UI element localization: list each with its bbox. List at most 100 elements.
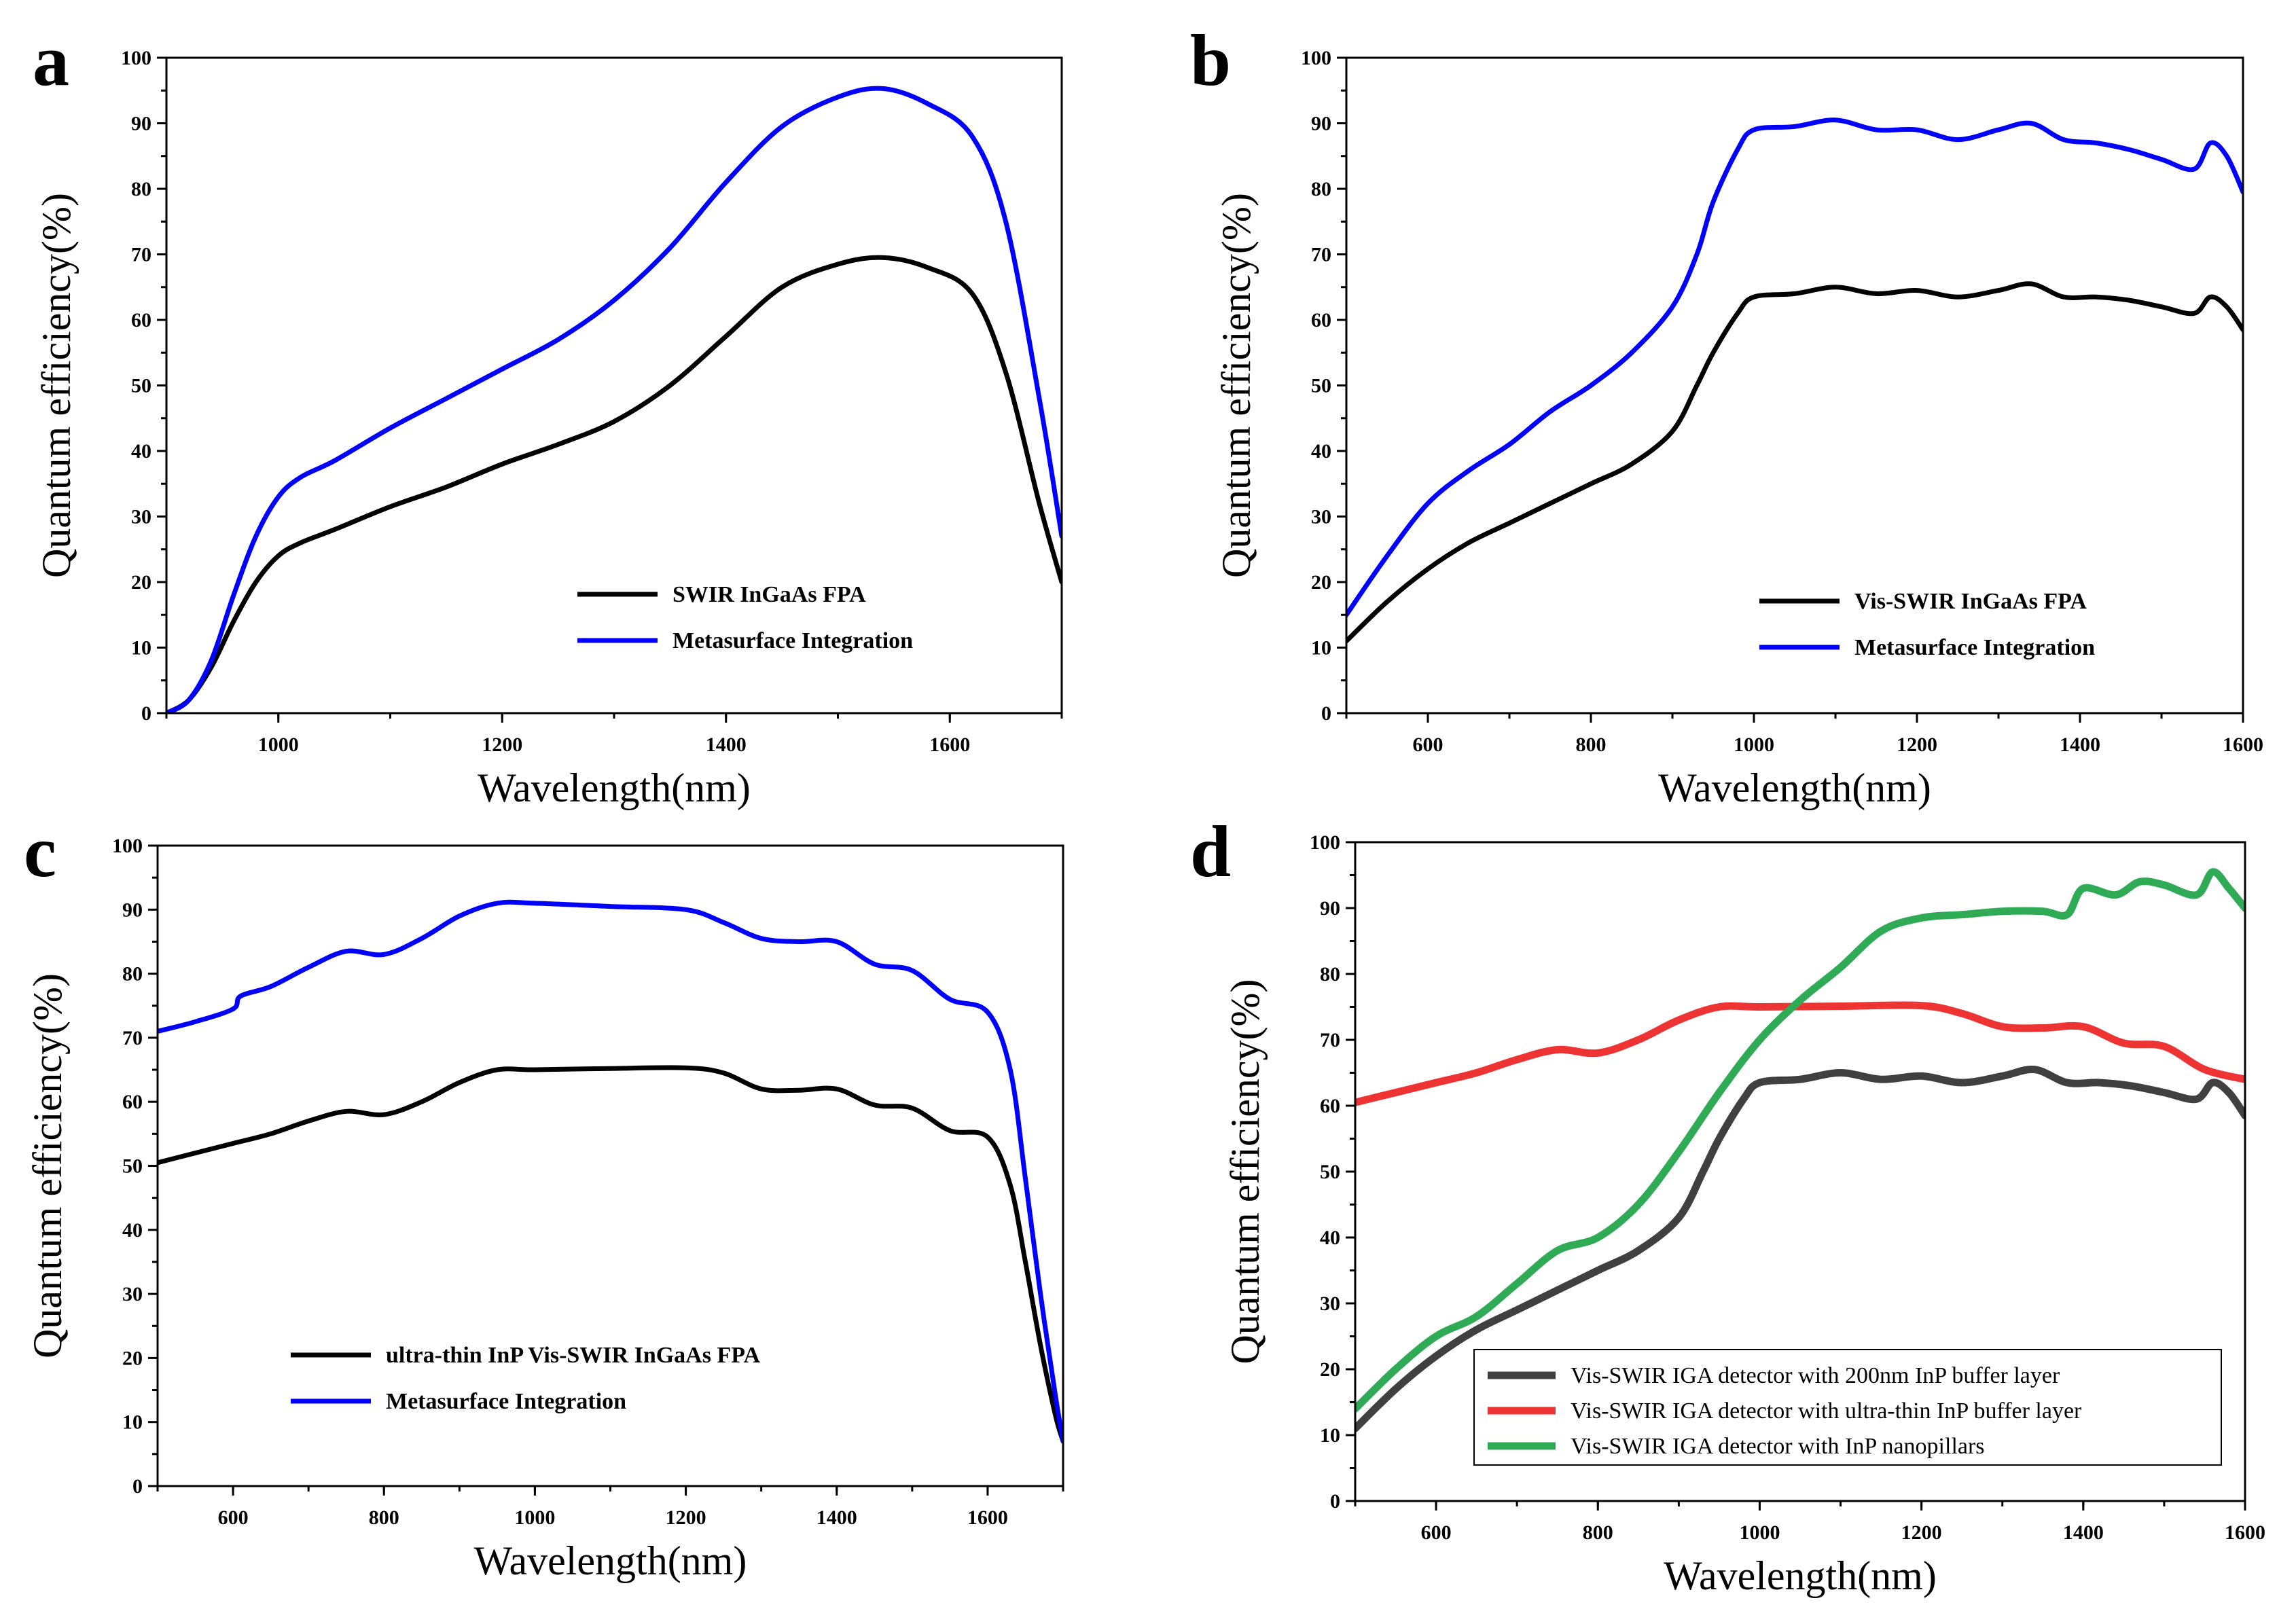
legend: SWIR InGaAs FPA Metasurface Integration [577, 582, 913, 653]
panel-letter: a [33, 20, 69, 101]
y-tick-label: 90 [131, 113, 151, 135]
legend-label: Vis-SWIR IGA detector with 200nm InP buf… [1571, 1363, 2060, 1388]
legend-box [1473, 1349, 2222, 1466]
series-line-2 [1346, 117, 2243, 617]
x-tick-label: 1600 [2225, 1521, 2265, 1544]
y-tick-label: 100 [121, 47, 151, 69]
y-tick-label: 40 [1311, 440, 1331, 463]
y-tick-label: 90 [122, 899, 143, 921]
series-line-1 [166, 255, 1062, 713]
y-tick-label: 70 [1320, 1029, 1340, 1051]
legend: Vis-SWIR InGaAs FPA Metasurface Integrati… [1759, 589, 2095, 660]
y-tick-label: 20 [131, 571, 151, 594]
y-tick-label: 30 [1320, 1292, 1340, 1315]
x-tick-label: 1200 [666, 1506, 706, 1529]
y-tick-label: 60 [122, 1091, 143, 1113]
y-tick-label: 10 [122, 1411, 143, 1434]
y-tick-label: 60 [1320, 1095, 1340, 1117]
y-tick-label: 10 [131, 637, 151, 659]
y-tick-label: 100 [112, 835, 143, 857]
y-tick-label: 70 [122, 1027, 143, 1049]
series-group [1355, 868, 2245, 1432]
legend: ultra-thin InP Vis-SWIR InGaAs FPA Metasu… [291, 1343, 760, 1414]
series-group [166, 86, 1062, 713]
x-axis-title: Wavelength(nm) [1658, 765, 1931, 810]
x-tick-label: 800 [1576, 734, 1607, 756]
y-tick-label: 50 [1320, 1161, 1340, 1183]
legend-label: ultra-thin InP Vis-SWIR InGaAs FPA [386, 1343, 760, 1368]
y-tick-label: 40 [122, 1219, 143, 1242]
x-tick-label: 1200 [482, 734, 522, 756]
y-tick-label: 0 [141, 702, 151, 725]
legend: Vis-SWIR IGA detector with 200nm InP buf… [1473, 1349, 2222, 1466]
panel-letter: c [24, 812, 56, 892]
y-tick-label: 80 [122, 963, 143, 986]
x-axis-title: Wavelength(nm) [1664, 1553, 1937, 1598]
y-tick-label: 20 [1320, 1358, 1340, 1381]
y-tick-label: 90 [1320, 897, 1340, 920]
x-tick-label: 1200 [1897, 734, 1937, 756]
y-tick-label: 40 [1320, 1227, 1340, 1249]
y-tick-label: 80 [1320, 963, 1340, 986]
x-tick-label: 600 [218, 1506, 249, 1529]
y-tick-label: 40 [131, 440, 151, 463]
y-tick-label: 50 [131, 375, 151, 397]
panel-letter: d [1190, 812, 1231, 892]
x-tick-label: 600 [1421, 1521, 1452, 1544]
x-tick-label: 1400 [817, 1506, 857, 1529]
y-tick-label: 30 [1311, 506, 1331, 528]
plot-frame [1345, 56, 2244, 715]
legend-label: Vis-SWIR IGA detector with ultra-thin In… [1571, 1398, 2082, 1424]
x-tick-label: 1400 [706, 734, 747, 756]
series-line-1 [1346, 281, 2243, 644]
x-tick-label: 1600 [967, 1506, 1008, 1529]
x-tick-label: 600 [1413, 734, 1443, 756]
series-line-3 [1355, 868, 2245, 1413]
y-tick-label: 100 [1310, 831, 1340, 854]
series-line-2 [1355, 1001, 2245, 1106]
y-tick-label: 20 [122, 1347, 143, 1369]
legend-label: Metasurface Integration [672, 628, 913, 653]
y-tick-label: 80 [131, 178, 151, 200]
y-tick-label: 30 [122, 1283, 143, 1305]
panel-b: b 0 10 20 30 40 50 60 70 80 90 100 600 800 1000 1200 140… [1190, 20, 2263, 810]
y-tick-label: 70 [1311, 244, 1331, 266]
x-tick-label: 800 [1583, 1521, 1613, 1544]
y-tick-label: 0 [1330, 1490, 1340, 1513]
y-tick-label: 60 [1311, 309, 1331, 331]
y-tick-label: 10 [1311, 637, 1331, 659]
legend-label: Metasurface Integration [1854, 635, 2095, 660]
y-tick-label: 20 [1311, 571, 1331, 594]
series-group [1346, 117, 2243, 644]
y-axis-title: Quantum efficiency(%) [34, 193, 79, 578]
x-tick-label: 1600 [2223, 734, 2263, 756]
panel-c: c 0 10 20 30 40 50 60 70 80 90 100 600 800 1000 1200 140… [24, 812, 1064, 1583]
x-axis-title: Wavelength(nm) [478, 765, 751, 810]
y-axis-title: Quantum efficiency(%) [25, 973, 70, 1358]
x-tick-label: 800 [369, 1506, 399, 1529]
y-tick-label: 60 [131, 309, 151, 331]
y-tick-label: 0 [1321, 702, 1331, 725]
series-group [158, 899, 1063, 1444]
y-tick-label: 100 [1301, 47, 1331, 69]
series-line-1 [1355, 1065, 2245, 1432]
legend-label: Metasurface Integration [386, 1389, 626, 1414]
x-tick-label: 1400 [2063, 1521, 2104, 1544]
legend-label: Vis-SWIR InGaAs FPA [1854, 589, 2087, 614]
panel-a: a 0 10 20 30 40 50 60 70 80 90 100 1000 1200 1400 1600 W… [33, 20, 1063, 810]
y-tick-label: 80 [1311, 178, 1331, 200]
x-tick-label: 1600 [929, 734, 970, 756]
series-line-2 [166, 86, 1062, 713]
x-tick-label: 1000 [1739, 1521, 1780, 1544]
legend-label: SWIR InGaAs FPA [672, 582, 866, 607]
panel-letter: b [1190, 20, 1231, 101]
y-tick-label: 0 [132, 1475, 143, 1498]
y-tick-label: 50 [122, 1155, 143, 1178]
x-tick-label: 1200 [1901, 1521, 1942, 1544]
x-tick-label: 1000 [1734, 734, 1774, 756]
panel-d: d 0 10 20 30 40 50 60 70 80 90 100 600 800 1000 1200 140… [1190, 812, 2265, 1598]
y-tick-label: 90 [1311, 113, 1331, 135]
y-axis-title: Quantum efficiency(%) [1214, 193, 1259, 578]
y-tick-label: 70 [131, 244, 151, 266]
